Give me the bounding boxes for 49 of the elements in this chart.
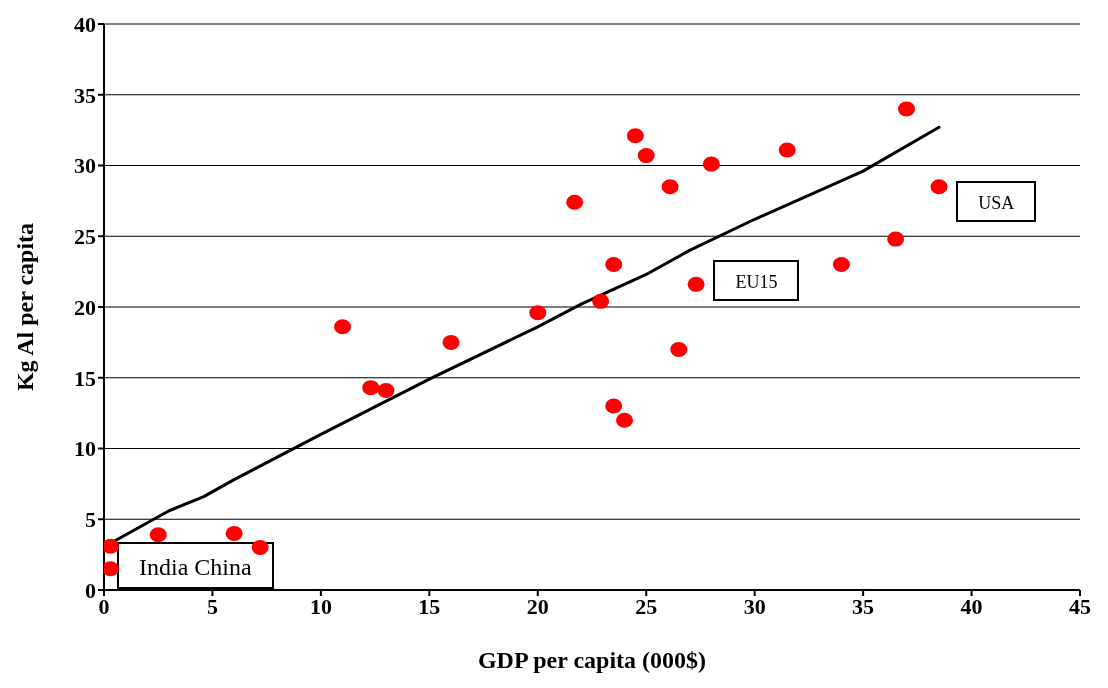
annotation: India China: [117, 541, 274, 589]
y-tick-label: 15: [74, 365, 96, 391]
x-axis-title: GDP per capita (000$): [477, 647, 707, 673]
point: [104, 538, 120, 554]
point: [626, 128, 644, 144]
point: [778, 142, 796, 158]
point: [442, 334, 460, 350]
point: [670, 341, 688, 357]
point: [377, 382, 395, 398]
x-tick-label: 5: [206, 593, 218, 619]
x-tick-label: 10: [309, 593, 332, 619]
y-tick-label: 5: [85, 507, 96, 533]
point: [566, 194, 584, 210]
y-tick-label: 30: [74, 153, 96, 179]
point: [661, 179, 679, 195]
point: [334, 319, 352, 335]
point: [687, 276, 705, 292]
point: [616, 412, 634, 428]
point: [251, 540, 269, 556]
point: [637, 148, 655, 164]
y-tick-label: 0: [85, 577, 96, 603]
point: [605, 398, 623, 414]
x-tick-label: 30: [743, 593, 766, 619]
point: [149, 527, 167, 543]
annotation: EU15: [713, 260, 800, 302]
y-tick-label: 35: [74, 82, 96, 108]
x-tick-label: 45: [1069, 593, 1091, 619]
point: [832, 257, 850, 273]
y-tick-label: 25: [74, 224, 96, 250]
x-tick-label: 25: [635, 593, 658, 619]
point: [897, 101, 915, 117]
point: [104, 561, 120, 577]
x-tick-label: 40: [960, 593, 983, 619]
point: [225, 525, 243, 541]
point: [605, 257, 623, 273]
x-tick-label: 15: [418, 593, 441, 619]
y-tick-label: 20: [74, 294, 96, 320]
y-tick-label: 40: [74, 11, 96, 37]
point: [529, 305, 547, 321]
y-axis-title: Kg Al per capita: [11, 222, 38, 392]
y-tick-label: 10: [74, 436, 96, 462]
annotation: USA: [956, 181, 1037, 223]
point: [592, 293, 610, 309]
x-tick-label: 20: [526, 593, 549, 619]
point: [887, 231, 905, 247]
point: [362, 380, 380, 396]
point: [702, 156, 720, 172]
x-tick-label: 35: [852, 593, 875, 619]
point: [930, 179, 948, 195]
